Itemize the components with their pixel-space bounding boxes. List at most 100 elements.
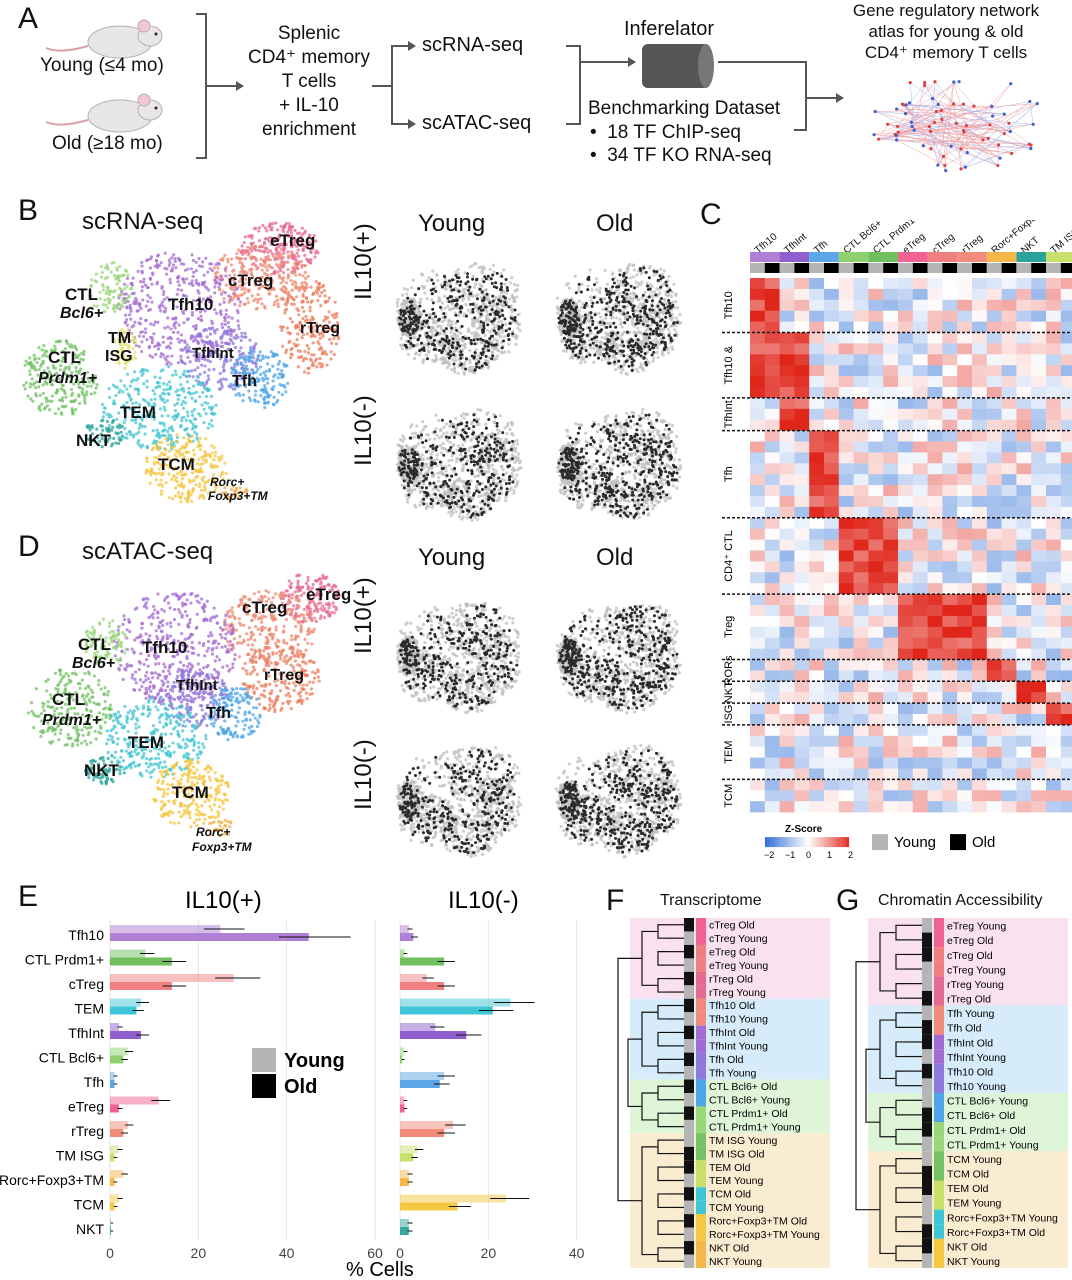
umap-point-tfh10 — [219, 312, 223, 317]
umap-highlight-point — [451, 337, 455, 341]
umap-background-point — [625, 297, 629, 301]
umap-point-tfh10 — [219, 292, 224, 296]
umap-point-tem — [112, 399, 116, 403]
umap-point-tfh10 — [154, 352, 158, 357]
umap-background-point — [555, 305, 559, 309]
umap-point-tfhint — [220, 382, 224, 387]
umap-point-nkt — [96, 442, 100, 447]
umap-highlight-point — [605, 292, 609, 296]
umap-point-tfh10 — [164, 272, 169, 276]
umap-point-tem — [122, 421, 126, 425]
umap-point-tfh10 — [152, 332, 156, 336]
umap-point-ctreg — [259, 244, 264, 248]
umap-background-point — [640, 280, 644, 284]
umap-highlight-point — [442, 329, 446, 333]
umap-point-ctreg — [294, 273, 298, 277]
umap-highlight-point — [484, 277, 488, 281]
umap-highlight-point — [427, 326, 431, 330]
umap-highlight-point — [644, 270, 648, 274]
umap-point-etreg — [267, 239, 271, 243]
umap-background-point — [413, 336, 417, 340]
umap-point-ctl-bcl6 — [121, 298, 125, 302]
umap-point-ctreg — [292, 270, 297, 274]
umap-point-tem — [206, 388, 210, 393]
umap-point-rtreg — [324, 329, 328, 333]
umap-highlight-point — [459, 280, 463, 284]
umap-background-point — [495, 340, 499, 344]
umap-point-tem — [155, 428, 159, 432]
umap-point-tfh10 — [233, 280, 237, 284]
umap-point-tfh10 — [190, 279, 194, 283]
umap-highlight-point — [427, 342, 431, 346]
umap-background-point — [464, 287, 468, 291]
umap-point-ctl-prdm1 — [24, 381, 28, 385]
umap-highlight-point — [631, 312, 635, 316]
umap-background-point — [478, 282, 482, 286]
umap-point-tfh10 — [238, 300, 243, 304]
benchmark-title: Benchmarking Dataset — [588, 98, 781, 119]
umap-point-tm-isg — [113, 340, 117, 344]
umap-point-tm-isg — [123, 331, 127, 335]
umap-point-tcm — [172, 474, 176, 478]
umap-background-point — [488, 303, 492, 308]
umap-highlight-point — [484, 363, 488, 367]
umap-label: Rorc+ — [210, 475, 244, 489]
umap-point-tfh10 — [152, 323, 156, 327]
umap-highlight-point — [407, 315, 411, 319]
umap-point-nkt — [90, 439, 94, 443]
umap-point-ctreg — [266, 284, 270, 289]
umap-highlight-point — [444, 327, 448, 331]
umap-point-rtreg — [315, 291, 319, 295]
umap-background-point — [445, 299, 449, 304]
umap-point-ctreg — [255, 267, 259, 271]
umap-highlight-point — [655, 332, 659, 336]
umap-point-ctl-prdm1 — [45, 354, 49, 358]
umap-background-point — [488, 267, 492, 272]
umap-background-point — [662, 297, 666, 302]
umap-point-tfh10 — [208, 332, 212, 336]
umap-background-point — [425, 279, 429, 283]
umap-background-point — [586, 314, 590, 318]
umap-point-tem — [179, 425, 183, 429]
umap-point-tem — [181, 400, 185, 404]
network-node — [872, 133, 876, 137]
umap-background-point — [458, 347, 462, 351]
umap-point-tfhint — [249, 345, 253, 350]
umap-point-ctl-prdm1 — [73, 353, 77, 357]
umap-point-ctreg — [219, 258, 223, 262]
network-node — [1029, 143, 1033, 147]
network-node — [894, 133, 898, 137]
umap-point-tfh — [275, 400, 279, 404]
network-node — [1029, 146, 1033, 151]
umap-point-tfh10 — [173, 259, 177, 263]
umap-highlight-point — [624, 288, 628, 292]
umap-point-ctreg — [272, 303, 276, 307]
umap-highlight-point — [646, 324, 650, 328]
umap-point-ctreg — [286, 254, 291, 258]
umap-point-ctl-prdm1 — [77, 394, 81, 398]
umap-point-tfhint — [197, 352, 202, 356]
umap-highlight-point — [668, 314, 672, 318]
umap-background-point — [436, 324, 440, 328]
umap-point-ctl-prdm1 — [77, 385, 81, 389]
umap-point-tfh — [249, 356, 253, 360]
umap-point-ctreg — [275, 262, 279, 267]
umap-point-tem — [148, 412, 152, 416]
umap-highlight-point — [647, 295, 651, 299]
umap-point-ctl-prdm1 — [53, 379, 57, 383]
umap-background-point — [650, 314, 654, 319]
umap-point-tfh10 — [163, 356, 167, 360]
umap-point-rorc — [234, 493, 238, 497]
umap-point-rorc — [227, 495, 232, 499]
network-edge — [960, 83, 1011, 150]
umap-point-tfh10 — [154, 258, 159, 263]
umap-background-point — [580, 306, 584, 310]
umap-point-tfhint — [210, 341, 215, 345]
umap-point-etreg — [290, 244, 295, 248]
umap-point-ctreg — [216, 266, 220, 270]
umap-point-ctreg — [242, 264, 246, 269]
umap-highlight-point — [631, 306, 635, 310]
umap-point-tcm — [213, 450, 218, 454]
umap-highlight-point — [659, 296, 663, 300]
network-node — [1002, 112, 1006, 116]
